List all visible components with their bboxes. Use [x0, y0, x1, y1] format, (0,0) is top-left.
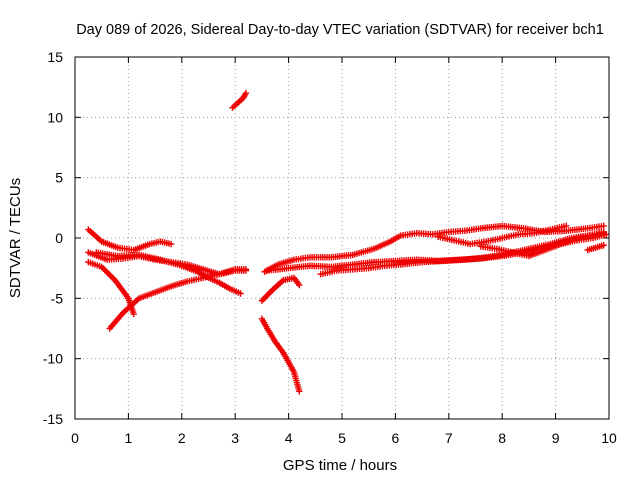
data-point	[242, 90, 250, 97]
x-tick-label: 4	[285, 430, 293, 446]
data-point	[130, 310, 137, 318]
data-point	[296, 281, 303, 289]
series-arc-8	[258, 274, 303, 304]
data-point	[104, 269, 111, 277]
data-point	[603, 231, 610, 238]
data-point	[167, 240, 175, 248]
x-tick-labels: 0 1 2 3 4 5 6 7 8 9 10	[71, 430, 617, 446]
x-tick-label: 7	[445, 430, 453, 446]
plot-frame	[74, 56, 610, 420]
x-tick-label: 10	[601, 430, 617, 446]
y-tick-label: -5	[51, 290, 64, 306]
series-arc-14	[584, 242, 607, 254]
data-point	[105, 271, 113, 278]
series-arc-9	[261, 222, 607, 275]
data-point	[237, 290, 244, 297]
series-arc-12	[434, 222, 570, 248]
data-point	[600, 222, 607, 230]
data-point	[600, 242, 607, 249]
grid	[75, 57, 609, 419]
data-point	[101, 266, 108, 274]
series-arc-5	[93, 249, 244, 297]
y-tick-label: 15	[47, 49, 63, 65]
x-axis-title: GPS time / hours	[283, 457, 397, 474]
y-tick-label: -15	[43, 411, 63, 427]
data-point	[108, 274, 116, 281]
x-tick-label: 6	[392, 430, 400, 446]
y-tick-label: 5	[55, 170, 63, 186]
data-point	[102, 268, 110, 275]
data-point	[242, 267, 250, 274]
data-points	[85, 90, 610, 395]
x-tick-label: 1	[125, 430, 133, 446]
x-tick-label: 0	[71, 430, 79, 446]
data-point	[296, 388, 303, 395]
y-tick-labels: 15 10 5 0 -5 -10 -15	[43, 49, 63, 427]
x-tick-label: 8	[498, 430, 506, 446]
data-point	[107, 272, 114, 280]
x-tick-label: 9	[552, 430, 560, 446]
x-tick-label: 5	[338, 430, 346, 446]
x-tick-label: 3	[231, 430, 239, 446]
y-tick-label: 10	[47, 109, 63, 125]
data-point	[563, 222, 570, 230]
y-axis-title: SDTVAR / TECUs	[7, 178, 24, 298]
chart-title: Day 089 of 2026, Sidereal Day-to-day VTE…	[76, 22, 604, 38]
y-tick-label: -10	[43, 351, 63, 367]
series-arc-6	[229, 90, 250, 111]
y-tick-label: 0	[55, 230, 63, 246]
series-arc-11	[317, 229, 607, 278]
series-arc-1	[85, 226, 175, 254]
series-arc-7	[258, 315, 303, 395]
series-arc-13	[477, 231, 610, 260]
x-tick-label: 2	[178, 430, 186, 446]
